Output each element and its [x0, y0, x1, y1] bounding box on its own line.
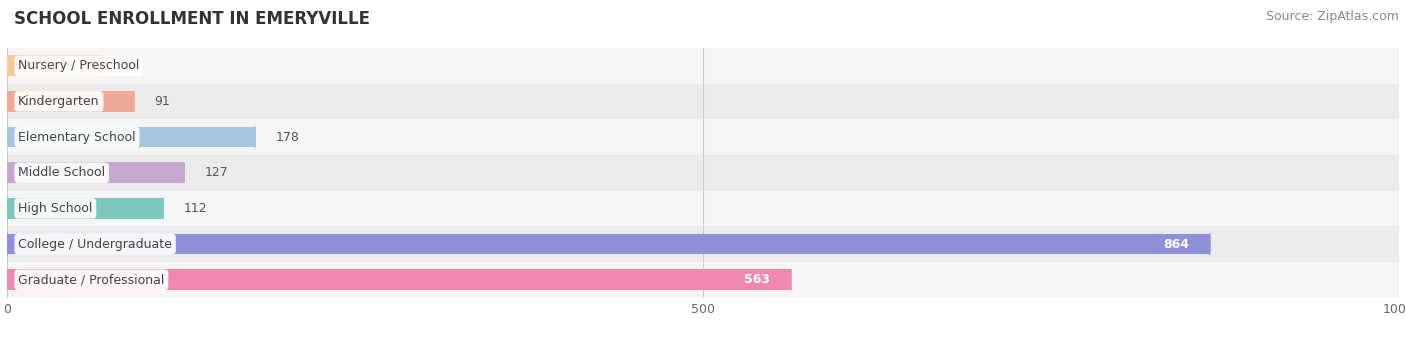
Text: 127: 127: [205, 166, 228, 179]
Text: Kindergarten: Kindergarten: [18, 95, 100, 108]
Text: 91: 91: [155, 95, 170, 108]
Bar: [7, 234, 1209, 254]
Bar: [7, 162, 184, 183]
Bar: [7, 262, 1399, 298]
Bar: [7, 226, 1399, 262]
Bar: [7, 190, 1399, 226]
Bar: [7, 127, 254, 147]
Text: Elementary School: Elementary School: [18, 131, 136, 144]
Text: 68: 68: [122, 59, 138, 72]
Text: 178: 178: [276, 131, 299, 144]
Text: SCHOOL ENROLLMENT IN EMERYVILLE: SCHOOL ENROLLMENT IN EMERYVILLE: [14, 10, 370, 28]
Bar: [7, 198, 163, 219]
Bar: [7, 83, 1399, 119]
Text: 563: 563: [744, 273, 770, 286]
Text: Graduate / Professional: Graduate / Professional: [18, 273, 165, 286]
Bar: [7, 269, 790, 290]
Text: Source: ZipAtlas.com: Source: ZipAtlas.com: [1265, 10, 1399, 23]
Text: 112: 112: [184, 202, 208, 215]
Bar: [7, 155, 1399, 190]
Bar: [7, 91, 134, 112]
Bar: [7, 48, 1399, 83]
Text: College / Undergraduate: College / Undergraduate: [18, 238, 172, 251]
Text: Middle School: Middle School: [18, 166, 105, 179]
Text: 864: 864: [1163, 238, 1189, 251]
Bar: [7, 119, 1399, 155]
Bar: [7, 55, 101, 76]
Text: High School: High School: [18, 202, 93, 215]
Text: Nursery / Preschool: Nursery / Preschool: [18, 59, 139, 72]
